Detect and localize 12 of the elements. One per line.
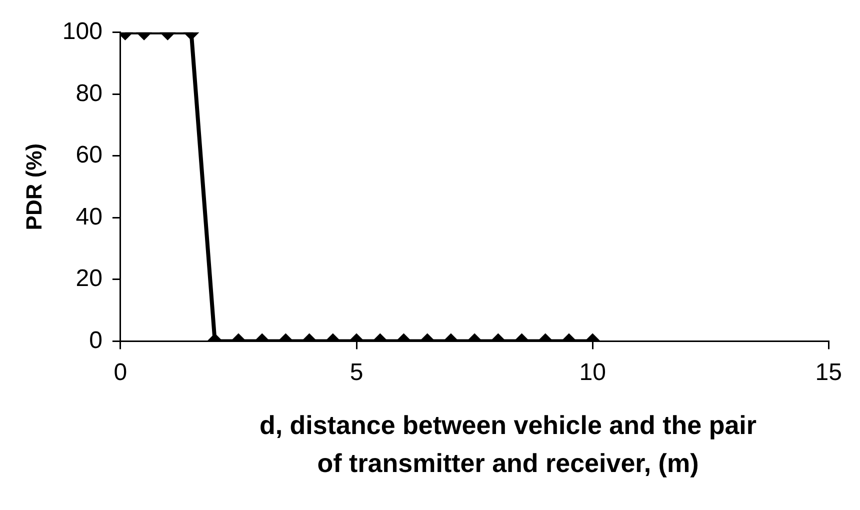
x-tick-label: 10 [579,359,606,386]
y-tick-label: 0 [89,326,102,354]
x-tick-label: 0 [114,359,128,386]
y-tick-label: 80 [76,80,102,107]
y-tick-label: 60 [76,142,102,169]
y-tick-label: 100 [62,18,102,46]
y-tick-label: 40 [76,203,102,230]
y-axis-title: PDR (%) [21,143,46,230]
y-tick-label: 20 [76,265,102,292]
x-tick-label: 5 [350,359,364,386]
x-tick-label: 15 [815,359,842,386]
x-axis-title: d, distance between vehicle and the pair of transmitter and receiver, (m) [258,409,758,480]
